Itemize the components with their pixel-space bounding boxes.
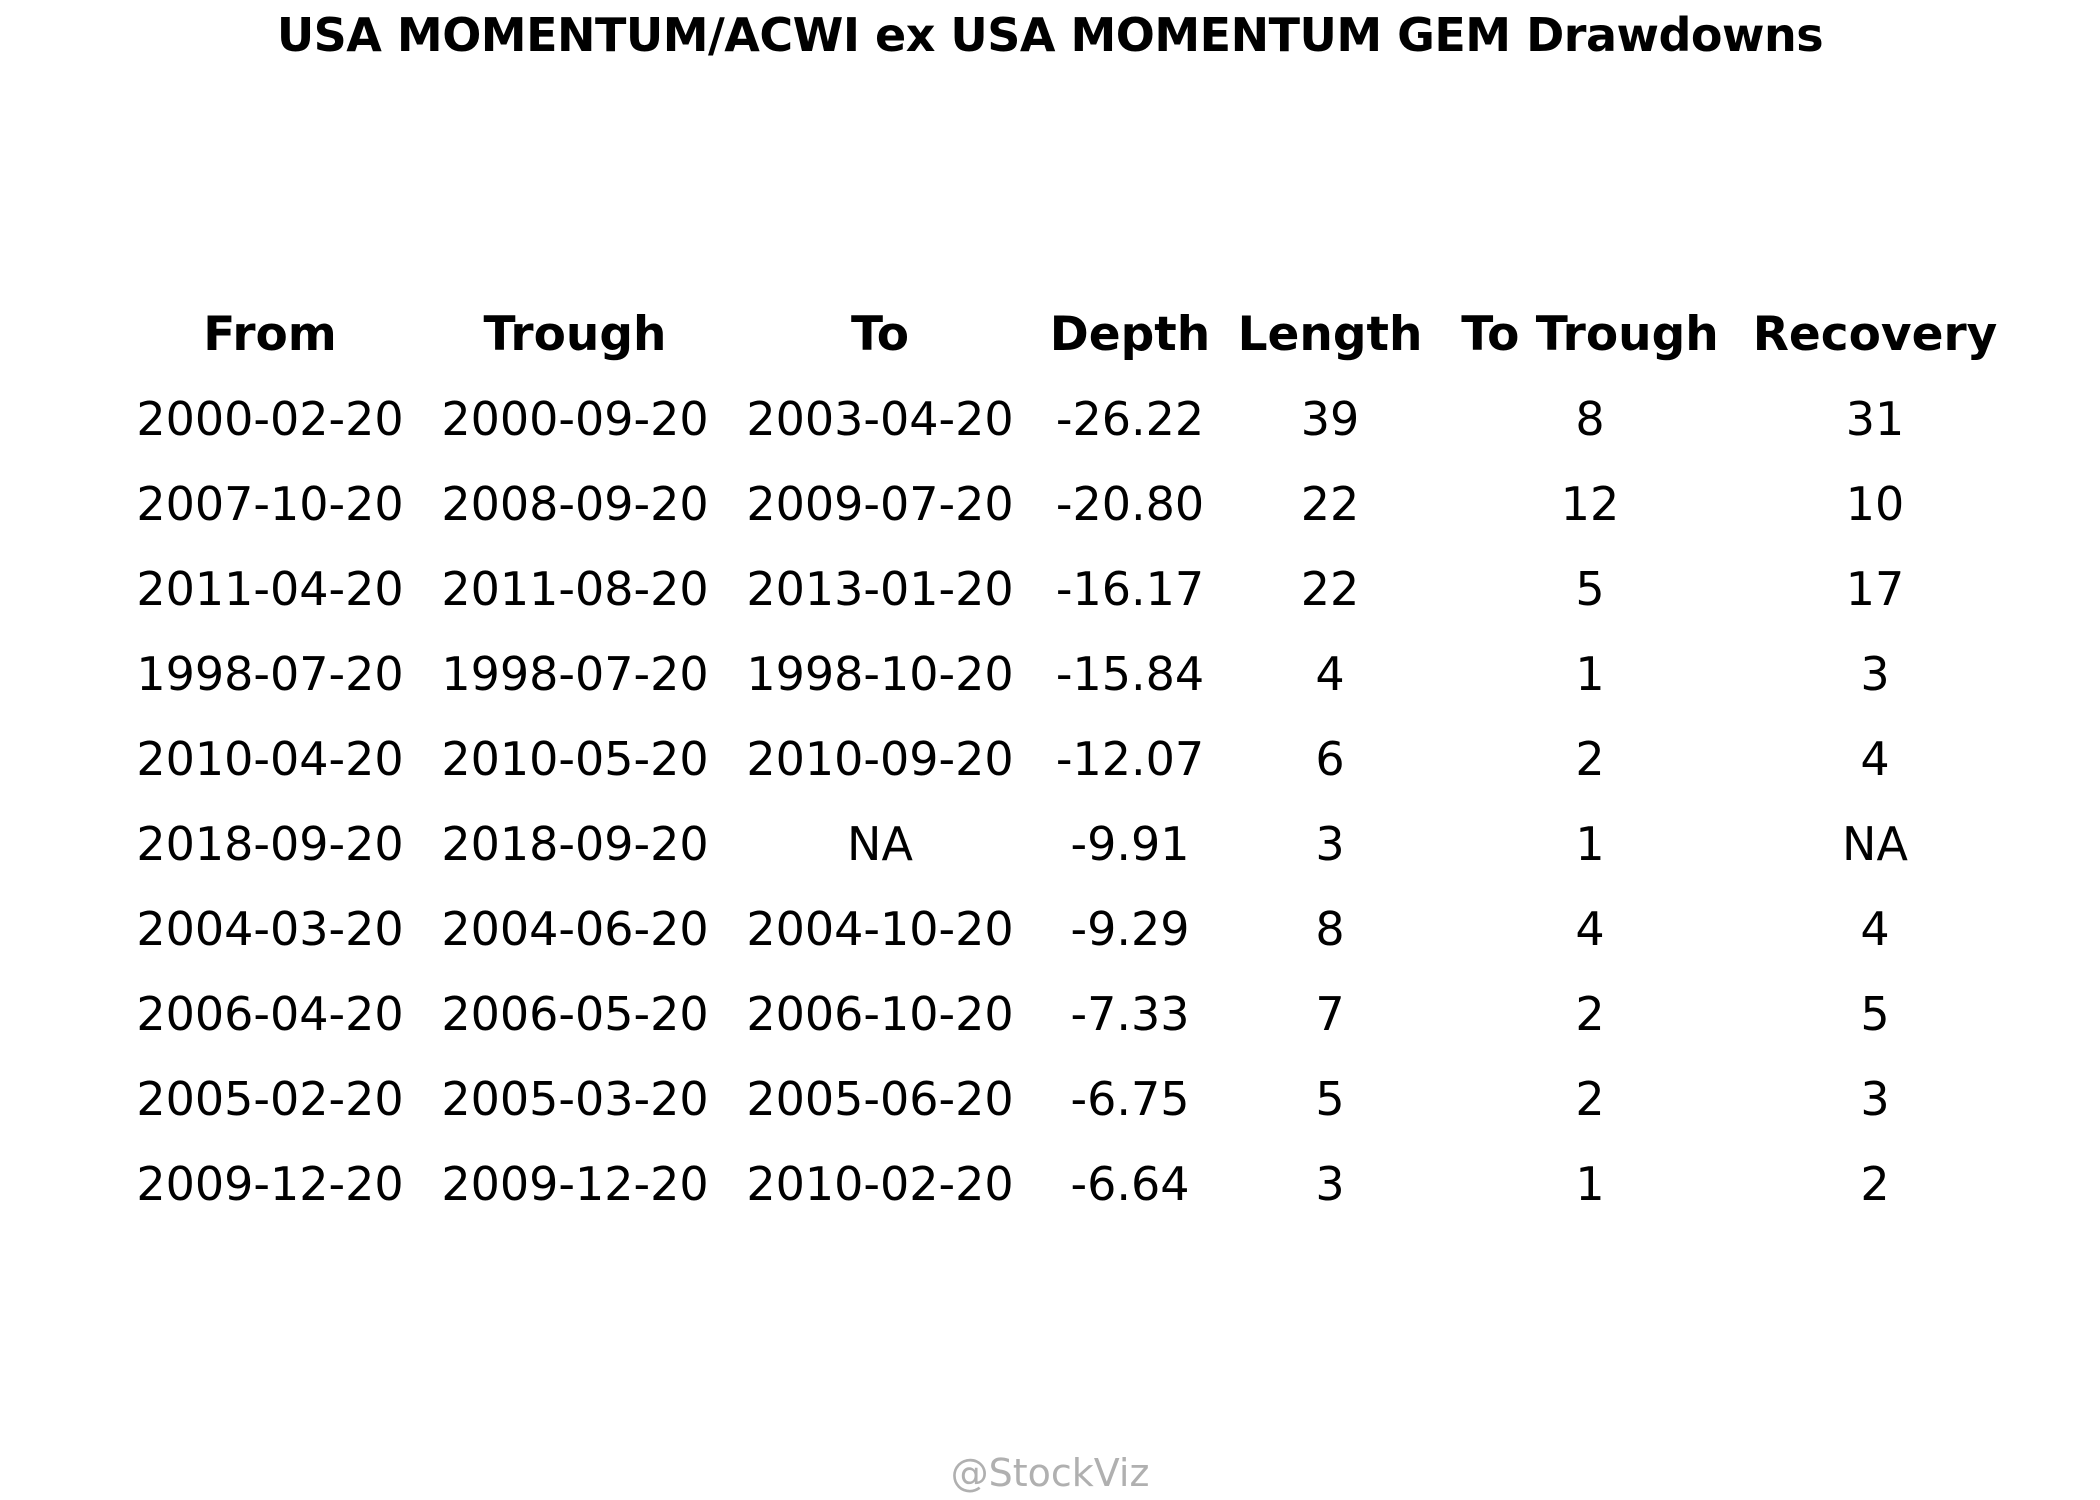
column-header-to: To bbox=[850, 307, 910, 362]
cell-length: 8 bbox=[1315, 902, 1345, 956]
cell-trough: 1998-07-20 bbox=[441, 647, 709, 701]
cell-recovery: 5 bbox=[1860, 987, 1890, 1041]
cell-depth: -6.64 bbox=[1070, 1157, 1190, 1211]
cell-to: 2004-10-20 bbox=[746, 902, 1014, 956]
cell-to: 2005-06-20 bbox=[746, 1072, 1014, 1126]
cell-depth: -15.84 bbox=[1055, 647, 1205, 701]
table-row: 1998-07-20 1998-07-20 1998-10-20 -15.84 4 1 3 bbox=[0, 632, 2100, 717]
cell-length: 39 bbox=[1300, 392, 1360, 446]
table-header: From Trough To Depth Length To Trough Re… bbox=[0, 292, 2100, 377]
cell-recovery: 17 bbox=[1845, 562, 1905, 616]
column-header-trough: Trough bbox=[483, 307, 667, 362]
cell-recovery: 2 bbox=[1860, 1157, 1890, 1211]
cell-trough: 2009-12-20 bbox=[441, 1157, 709, 1211]
cell-to: 2010-09-20 bbox=[746, 732, 1014, 786]
cell-recovery: 10 bbox=[1845, 477, 1905, 531]
cell-depth: -9.91 bbox=[1070, 817, 1190, 871]
cell-length: 6 bbox=[1315, 732, 1345, 786]
cell-trough: 2008-09-20 bbox=[441, 477, 709, 531]
cell-trough: 2004-06-20 bbox=[441, 902, 709, 956]
cell-trough: 2006-05-20 bbox=[441, 987, 709, 1041]
cell-recovery: 3 bbox=[1860, 1072, 1890, 1126]
cell-from: 2010-04-20 bbox=[136, 732, 404, 786]
column-header-from: From bbox=[203, 307, 337, 362]
cell-recovery: 4 bbox=[1860, 732, 1890, 786]
column-header-to-trough: To Trough bbox=[1461, 307, 1719, 362]
column-header-recovery: Recovery bbox=[1752, 307, 1998, 362]
cell-trough: 2000-09-20 bbox=[441, 392, 709, 446]
table-row: 2011-04-20 2011-08-20 2013-01-20 -16.17 22 5 1… bbox=[0, 547, 2100, 632]
cell-depth: -9.29 bbox=[1070, 902, 1190, 956]
cell-to: 2013-01-20 bbox=[746, 562, 1014, 616]
cell-to-trough: 8 bbox=[1575, 392, 1605, 446]
table-row: 2004-03-20 2004-06-20 2004-10-20 -9.29 8 4 4 bbox=[0, 887, 2100, 972]
cell-recovery: 4 bbox=[1860, 902, 1890, 956]
cell-from: 2018-09-20 bbox=[136, 817, 404, 871]
cell-to: 2010-02-20 bbox=[746, 1157, 1014, 1211]
cell-from: 2011-04-20 bbox=[136, 562, 404, 616]
cell-depth: -12.07 bbox=[1055, 732, 1205, 786]
cell-to-trough: 4 bbox=[1575, 902, 1605, 956]
cell-trough: 2005-03-20 bbox=[441, 1072, 709, 1126]
table-row: 2010-04-20 2010-05-20 2010-09-20 -12.07 6 2 4 bbox=[0, 717, 2100, 802]
cell-from: 2006-04-20 bbox=[136, 987, 404, 1041]
cell-to-trough: 1 bbox=[1575, 647, 1605, 701]
column-header-length: Length bbox=[1237, 307, 1423, 362]
cell-length: 22 bbox=[1300, 477, 1360, 531]
cell-from: 2000-02-20 bbox=[136, 392, 404, 446]
cell-depth: -20.80 bbox=[1055, 477, 1205, 531]
cell-depth: -16.17 bbox=[1055, 562, 1205, 616]
cell-from: 2007-10-20 bbox=[136, 477, 404, 531]
cell-length: 7 bbox=[1315, 987, 1345, 1041]
cell-to-trough: 2 bbox=[1575, 732, 1605, 786]
chart-title: USA MOMENTUM/ACWI ex USA MOMENTUM GEM Dr… bbox=[276, 8, 1824, 62]
table-row: 2007-10-20 2008-09-20 2009-07-20 -20.80 22 12… bbox=[0, 462, 2100, 547]
watermark: @StockViz bbox=[950, 1451, 1150, 1495]
cell-from: 1998-07-20 bbox=[136, 647, 404, 701]
cell-length: 4 bbox=[1315, 647, 1345, 701]
cell-to-trough: 5 bbox=[1575, 562, 1605, 616]
table-row: 2005-02-20 2005-03-20 2005-06-20 -6.75 5 2 3 bbox=[0, 1057, 2100, 1142]
cell-recovery: 31 bbox=[1845, 392, 1905, 446]
cell-depth: -26.22 bbox=[1055, 392, 1205, 446]
cell-recovery: 3 bbox=[1860, 647, 1890, 701]
cell-to-trough: 1 bbox=[1575, 1157, 1605, 1211]
cell-from: 2005-02-20 bbox=[136, 1072, 404, 1126]
cell-recovery: NA bbox=[1842, 817, 1908, 871]
cell-to-trough: 12 bbox=[1560, 477, 1620, 531]
cell-to: 1998-10-20 bbox=[746, 647, 1014, 701]
cell-from: 2009-12-20 bbox=[136, 1157, 404, 1211]
cell-trough: 2011-08-20 bbox=[441, 562, 709, 616]
cell-to: 2009-07-20 bbox=[746, 477, 1014, 531]
cell-to-trough: 2 bbox=[1575, 987, 1605, 1041]
table-row: 2006-04-20 2006-05-20 2006-10-20 -7.33 7 2 5 bbox=[0, 972, 2100, 1057]
cell-to-trough: 2 bbox=[1575, 1072, 1605, 1126]
cell-to: 2006-10-20 bbox=[746, 987, 1014, 1041]
cell-to-trough: 1 bbox=[1575, 817, 1605, 871]
table-row: 2018-09-20 2018-09-20 NA -9.91 3 1 NA bbox=[0, 802, 2100, 887]
cell-length: 5 bbox=[1315, 1072, 1345, 1126]
cell-depth: -6.75 bbox=[1070, 1072, 1190, 1126]
cell-length: 22 bbox=[1300, 562, 1360, 616]
cell-trough: 2018-09-20 bbox=[441, 817, 709, 871]
cell-to: NA bbox=[847, 817, 913, 871]
cell-depth: -7.33 bbox=[1070, 987, 1190, 1041]
table-row: 2009-12-20 2009-12-20 2010-02-20 -6.64 3 1 2 bbox=[0, 1142, 2100, 1227]
column-header-depth: Depth bbox=[1049, 307, 1211, 362]
table-row: 2000-02-20 2000-09-20 2003-04-20 -26.22 39 8 3… bbox=[0, 377, 2100, 462]
cell-from: 2004-03-20 bbox=[136, 902, 404, 956]
cell-to: 2003-04-20 bbox=[746, 392, 1014, 446]
cell-length: 3 bbox=[1315, 1157, 1345, 1211]
cell-trough: 2010-05-20 bbox=[441, 732, 709, 786]
cell-length: 3 bbox=[1315, 817, 1345, 871]
